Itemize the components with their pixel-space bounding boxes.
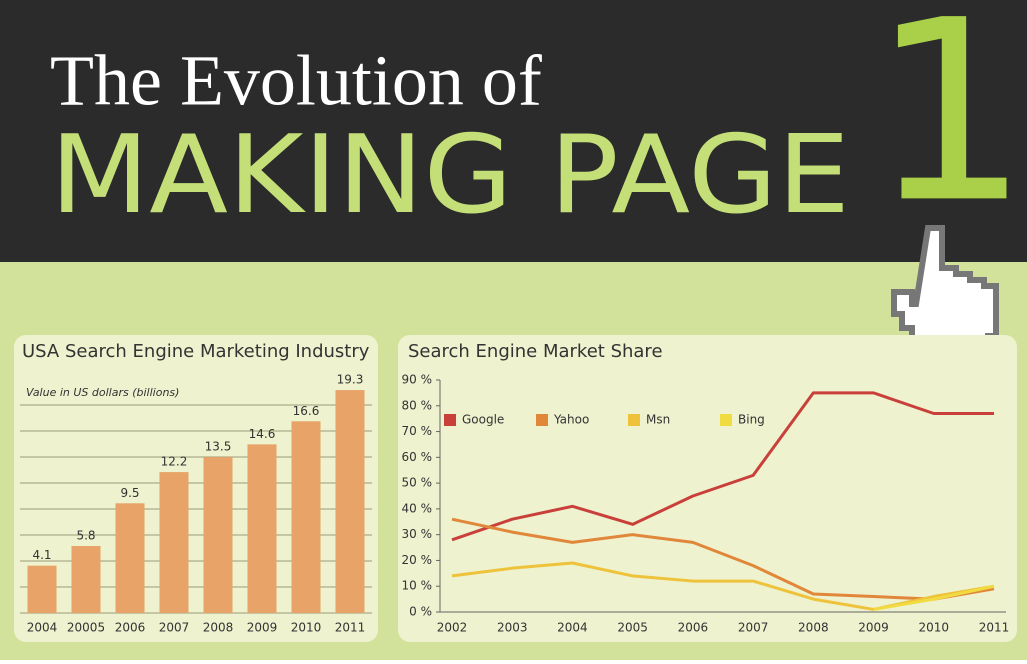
y-tick-label: 70 % [402,424,433,438]
value-label: 16.6 [293,404,320,418]
bar [247,444,277,613]
legend-swatch [444,414,456,426]
legend-swatch [536,414,548,426]
x-tick-label: 2007 [738,621,769,635]
x-tick-label: 2008 [203,621,234,635]
value-label: 13.5 [205,440,232,454]
bar [71,546,101,613]
legend-label: Google [462,413,504,427]
header-line2: MAKING PAGE [50,113,850,238]
x-tick-label: 2011 [979,621,1010,635]
x-tick-label: 2002 [437,621,468,635]
x-tick-label: 2008 [798,621,829,635]
series-line [451,517,995,601]
x-tick-label: 2009 [247,621,278,635]
legend-label: Bing [738,413,765,427]
legend-label: Yahoo [553,413,589,427]
series-line [873,584,995,611]
value-label: 4.1 [32,548,51,562]
y-tick-label: 60 % [402,450,433,464]
x-tick-label: 2004 [557,621,588,635]
value-label: 5.8 [76,529,95,543]
panel [398,335,1017,642]
panel [14,335,378,642]
x-tick-label: 2005 [617,621,648,635]
y-tick-label: 30 % [402,527,433,541]
value-label: 19.3 [337,373,364,387]
header-band [0,0,1027,262]
x-tick-label: 2010 [919,621,950,635]
value-label: 12.2 [161,455,188,469]
x-tick-label: 2004 [27,621,58,635]
value-label: 14.6 [249,427,276,441]
y-tick-label: 90 % [402,373,433,387]
legend-swatch [720,414,732,426]
legend-swatch [628,414,640,426]
bar [27,565,57,613]
bar [159,472,189,613]
x-tick-label: 2006 [678,621,709,635]
y-tick-label: 40 % [402,501,433,515]
y-tick-label: 0 % [409,605,432,619]
chart-title: USA Search Engine Marketing Industry [22,341,370,362]
bar [115,503,145,613]
value-label: 9.5 [120,486,139,500]
x-tick-label: 2003 [497,621,528,635]
x-tick-label: 2006 [115,621,146,635]
chart-title: Search Engine Market Share [408,341,663,362]
bar [203,457,233,613]
header-number: 1 [870,0,1027,257]
y-tick-label: 10 % [402,579,433,593]
series-line [451,391,994,542]
y-tick-label: 80 % [402,398,433,412]
chart-subtitle: Value in US dollars (billions) [26,386,179,399]
x-tick-label: 2009 [858,621,889,635]
x-tick-label: 2007 [159,621,190,635]
legend-label: Msn [646,413,670,427]
x-tick-label: 2011 [335,621,366,635]
bar [291,421,321,613]
y-tick-label: 50 % [402,476,433,490]
x-tick-label: 2010 [291,621,322,635]
header-line1: The Evolution of [50,41,542,121]
y-tick-label: 20 % [402,553,433,567]
x-tick-label: 20005 [67,621,105,635]
bar [335,390,365,613]
